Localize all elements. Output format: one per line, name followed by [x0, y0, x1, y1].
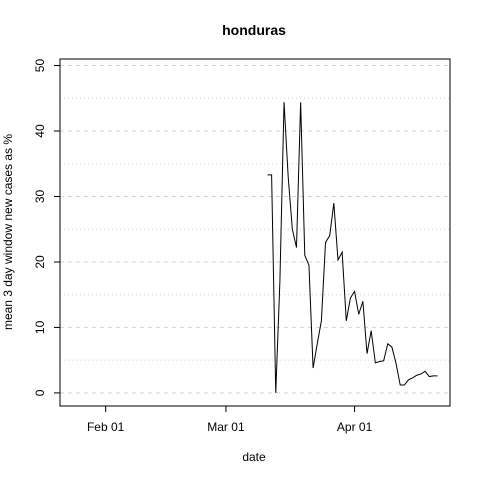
y-tick-label: 0	[33, 389, 47, 396]
y-axis-label: mean 3 day window new cases as %	[1, 134, 15, 330]
axes: 0 10 20 30 40 50 Feb 01 Mar 01 Apr 01	[33, 59, 373, 434]
y-tick-label: 50	[33, 59, 47, 73]
grid	[60, 65, 450, 394]
y-tick-label: 20	[33, 255, 47, 269]
y-tick-label: 30	[33, 189, 47, 203]
series-line	[267, 102, 438, 393]
x-tick-label: Mar 01	[207, 420, 245, 434]
x-tick-label: Feb 01	[87, 420, 125, 434]
x-axis-label: date	[242, 450, 266, 464]
x-tick-label: Apr 01	[337, 420, 373, 434]
y-tick-label: 10	[33, 320, 47, 334]
chart-title: honduras	[222, 22, 286, 38]
y-tick-label: 40	[33, 124, 47, 138]
plot-frame	[59, 58, 451, 407]
